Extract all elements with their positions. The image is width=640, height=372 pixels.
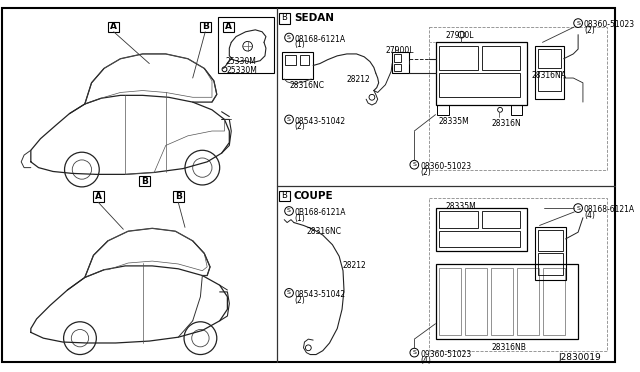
Text: (4): (4)	[584, 211, 595, 220]
Text: 08168-6121A: 08168-6121A	[584, 205, 635, 214]
Bar	[482, 46, 520, 70]
Bar	[223, 22, 234, 32]
Bar	[285, 55, 296, 64]
Bar	[140, 176, 150, 186]
Text: 28316NC: 28316NC	[289, 81, 324, 90]
Text: S: S	[287, 208, 291, 214]
Bar	[280, 13, 290, 24]
Text: 08360-51023: 08360-51023	[584, 20, 635, 29]
Text: 28212: 28212	[342, 261, 366, 270]
Text: S: S	[287, 291, 291, 295]
Text: 28316N: 28316N	[492, 119, 521, 128]
Bar	[435, 42, 527, 105]
Text: 08168-6121A: 08168-6121A	[295, 35, 346, 44]
Bar	[517, 268, 539, 335]
Text: 28335M: 28335M	[438, 116, 469, 126]
Text: (4): (4)	[420, 356, 431, 365]
Text: COUPE: COUPE	[294, 191, 333, 201]
Bar	[538, 49, 561, 68]
Bar	[200, 22, 211, 32]
Bar	[535, 227, 566, 280]
Text: S: S	[576, 206, 580, 211]
Bar	[173, 191, 184, 202]
Text: A: A	[95, 192, 102, 201]
Bar	[482, 211, 520, 228]
Bar	[435, 208, 527, 251]
Text: A: A	[225, 22, 232, 32]
Bar	[543, 268, 564, 335]
Text: 27900L: 27900L	[445, 31, 474, 40]
Bar	[538, 253, 563, 275]
Text: 25330M: 25330M	[225, 57, 257, 67]
Text: (2): (2)	[584, 26, 595, 35]
Bar	[440, 73, 520, 97]
Text: 25330M: 25330M	[227, 67, 257, 76]
Bar	[440, 231, 520, 247]
Bar	[492, 268, 513, 335]
Bar	[440, 268, 461, 335]
Text: A: A	[110, 22, 117, 32]
Text: 28212: 28212	[347, 75, 371, 84]
Bar	[440, 46, 478, 70]
Text: 08543-51042: 08543-51042	[295, 116, 346, 126]
Text: 27900L: 27900L	[385, 46, 414, 55]
Bar	[300, 55, 309, 64]
Text: B: B	[175, 192, 182, 201]
Text: (2): (2)	[295, 296, 305, 305]
Bar	[535, 46, 564, 99]
Text: 28316NA: 28316NA	[532, 71, 567, 80]
Bar	[429, 27, 607, 170]
Text: (2): (2)	[295, 122, 305, 131]
Bar	[108, 22, 119, 32]
Bar	[429, 198, 607, 351]
Bar	[394, 54, 401, 62]
Text: J2830019: J2830019	[559, 353, 602, 362]
Text: SEDAN: SEDAN	[294, 13, 334, 23]
Text: 0B168-6121A: 0B168-6121A	[295, 208, 346, 217]
Bar	[280, 191, 290, 201]
Text: S: S	[412, 350, 416, 355]
Text: (1): (1)	[295, 41, 305, 49]
Bar	[440, 211, 478, 228]
Text: S: S	[412, 162, 416, 167]
Text: B: B	[282, 13, 287, 22]
Bar	[435, 264, 578, 339]
Text: S: S	[287, 117, 291, 122]
Bar	[538, 71, 561, 90]
Text: 28335M: 28335M	[445, 202, 476, 211]
Text: 28316NC: 28316NC	[307, 227, 341, 236]
Bar	[437, 105, 449, 115]
Bar	[394, 64, 401, 71]
Text: 09360-51023: 09360-51023	[420, 350, 471, 359]
Text: B: B	[282, 191, 287, 200]
Bar	[465, 268, 486, 335]
Text: (1): (1)	[295, 214, 305, 223]
Bar	[511, 105, 522, 115]
Text: S: S	[576, 20, 580, 26]
Text: B: B	[202, 22, 209, 32]
Bar	[282, 52, 313, 79]
Text: B: B	[141, 177, 148, 186]
Bar	[218, 17, 274, 73]
Bar	[93, 191, 104, 202]
Text: (2): (2)	[420, 168, 431, 177]
Text: 28316NB: 28316NB	[492, 343, 526, 352]
Text: 08360-51023: 08360-51023	[420, 162, 471, 171]
Text: S: S	[287, 35, 291, 40]
Bar	[392, 52, 410, 73]
Text: 08543-51042: 08543-51042	[295, 290, 346, 299]
Bar	[538, 230, 563, 251]
